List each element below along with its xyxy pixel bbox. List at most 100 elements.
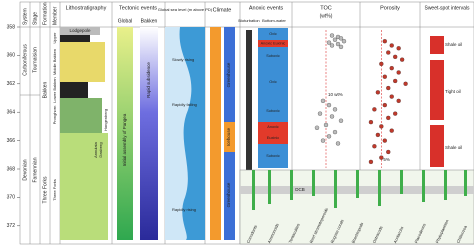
header: Porosity — [380, 5, 400, 11]
reference-label: 10 wt% — [328, 92, 343, 97]
system-label: Devonian — [22, 159, 28, 180]
member-label: Middle Bakken — [52, 49, 57, 75]
data-point — [386, 115, 391, 121]
bottom-water-label: Oxic — [269, 80, 277, 84]
age-tick-label: 368 — [7, 166, 16, 172]
header: Lithostratigraphy — [66, 5, 107, 11]
data-point — [335, 41, 341, 47]
bottom-water-label: Suboxic — [266, 54, 280, 58]
stage-label: Famennian — [32, 157, 38, 182]
data-point — [389, 94, 394, 99]
member-label: Lower Bakken — [52, 77, 57, 102]
data-point — [393, 54, 398, 59]
age-tick-label: 362 — [7, 81, 16, 87]
header: Tectonic events — [119, 5, 157, 11]
data-point — [379, 61, 384, 67]
bottom-water-label: Euxinic — [267, 136, 279, 140]
climate-label: Greenhouse — [226, 62, 231, 87]
climate-label: Icehouse — [226, 127, 231, 146]
member-label: Lodgepole — [69, 28, 91, 33]
age-tick-label: 358 — [7, 24, 16, 30]
age-tick-label: 360 — [7, 53, 16, 59]
member-label: Pronghorn — [52, 106, 57, 125]
age-tick-label: 364 — [7, 110, 16, 116]
data-point — [382, 74, 387, 79]
formation-label: Bakken — [42, 81, 48, 98]
data-point — [335, 141, 341, 146]
header: Bioturbation — [238, 18, 259, 23]
data-point — [329, 43, 335, 48]
sweet-spot-label: Shale oil — [445, 145, 462, 150]
data-point — [389, 43, 394, 48]
sea-level-label: Slowly rising — [172, 57, 194, 62]
data-point — [323, 122, 329, 128]
data-point — [329, 33, 335, 38]
data-point — [396, 70, 401, 75]
data-point — [386, 50, 391, 55]
bottom-water-label: Anoxic Euxinic — [261, 42, 286, 46]
data-point — [389, 128, 394, 133]
age-tick-label: 372 — [7, 223, 16, 229]
bottom-water-label: Anoxic — [267, 125, 278, 129]
data-point — [326, 134, 332, 139]
data-point — [368, 119, 374, 125]
data-point — [396, 46, 401, 51]
data-point — [375, 132, 381, 138]
data-point — [403, 81, 408, 86]
data-point — [338, 118, 344, 123]
sea-level-label: Rapidly rising — [172, 207, 196, 212]
header: Bakken — [141, 18, 158, 24]
boundary-label: DCB — [295, 187, 305, 192]
member-label: Three Forks — [52, 179, 57, 201]
age-tick-label: 366 — [7, 138, 16, 144]
tectonic-label: Rapid subsidence — [146, 62, 151, 98]
stage-label: Tournaisian — [32, 47, 38, 73]
data-point — [326, 102, 332, 108]
system-label: Carboniferous — [22, 44, 28, 76]
data-point — [393, 78, 398, 84]
header: Global sea level (m above PD) — [158, 7, 213, 12]
data-point — [379, 155, 384, 160]
header: Member — [52, 6, 58, 25]
data-point — [372, 107, 377, 112]
header: Bottom-water — [262, 18, 286, 23]
data-point — [338, 36, 344, 41]
event-label: Annulata — [93, 141, 98, 158]
header: System — [22, 8, 28, 25]
data-point — [368, 159, 374, 165]
data-point — [386, 149, 391, 155]
data-point — [332, 107, 338, 112]
formation-label: Three Forks — [42, 176, 48, 203]
data-point — [341, 39, 347, 44]
data-point — [396, 98, 401, 103]
data-point — [382, 102, 387, 108]
member-label: Upper — [52, 32, 57, 44]
data-point — [329, 114, 335, 119]
data-point — [314, 125, 320, 130]
sea-level-label: Rapidly falling — [172, 102, 197, 107]
header: Sweet-spot intervals — [424, 5, 470, 11]
event-label: Dasberg — [98, 142, 103, 157]
header: Climate — [213, 7, 232, 13]
climate-label: Greenhouse — [226, 182, 231, 207]
reference-label: 5% — [383, 157, 390, 162]
bottom-water-label: Suboxic — [266, 109, 280, 113]
data-point — [320, 138, 326, 143]
header: (wt%) — [320, 13, 333, 19]
header: Anoxic events — [249, 5, 283, 11]
data-point — [317, 111, 323, 116]
data-point — [332, 37, 338, 42]
data-point — [320, 98, 326, 103]
data-point — [379, 124, 384, 129]
header: Formation — [42, 2, 48, 25]
header: Stage — [32, 12, 38, 25]
tectonic-label: Initial assembly of Pangea — [122, 113, 127, 166]
data-point — [389, 66, 394, 71]
data-point — [372, 144, 377, 149]
data-point — [386, 85, 391, 91]
data-point — [338, 44, 344, 50]
data-point — [326, 40, 332, 45]
data-point — [332, 129, 338, 135]
